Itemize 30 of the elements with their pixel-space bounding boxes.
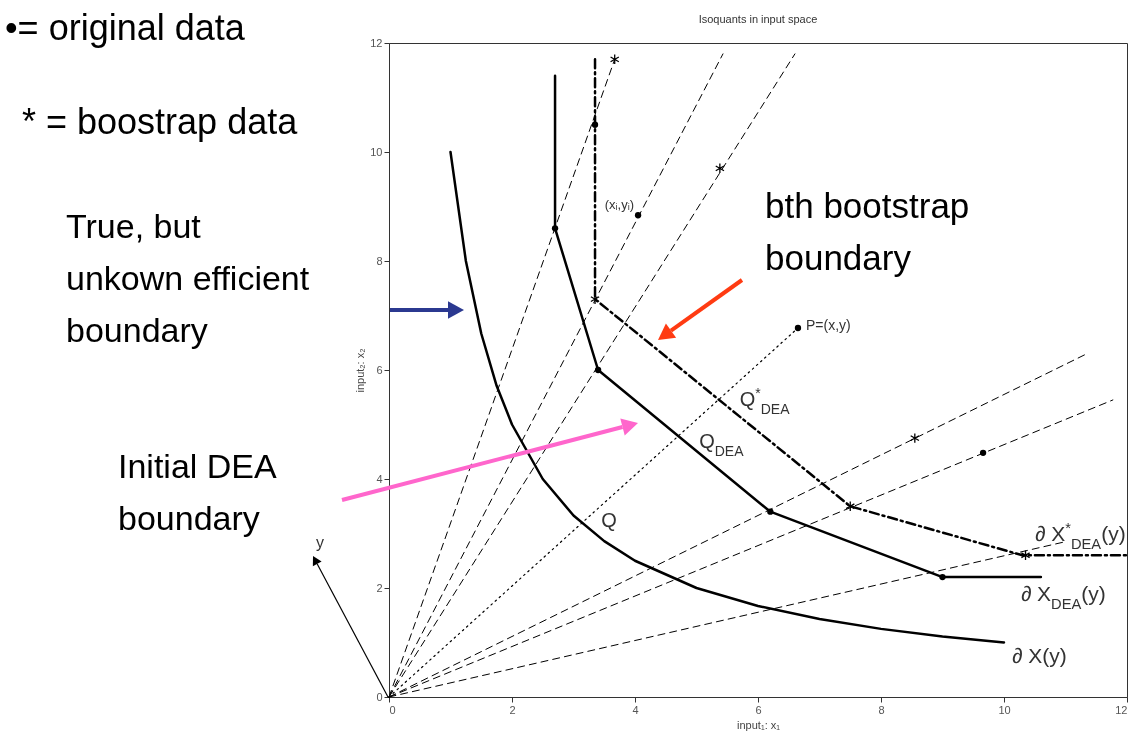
- text: y: [316, 534, 324, 551]
- y-tick-label: 10: [370, 145, 383, 158]
- text: Initial DEA boundary: [118, 446, 277, 539]
- text: •= original data: [5, 6, 245, 50]
- annotation: Q: [601, 508, 617, 531]
- series-label: ∂ X$_{DEA}$(y): [1020, 582, 1106, 613]
- x-axis-title: input₁: x₁: [737, 718, 781, 731]
- y-tick-label: 0: [376, 690, 383, 703]
- x-tick-label: 0: [389, 703, 396, 716]
- annotation: (xᵢ,yᵢ): [604, 197, 635, 213]
- annotation: Q$_{DEA}$: [699, 430, 745, 460]
- x-tick-label: 10: [998, 703, 1011, 716]
- y-tick-label: 6: [376, 363, 383, 376]
- x-tick-label: 4: [632, 703, 639, 716]
- x-tick-label: 12: [1115, 703, 1128, 716]
- text: True, but unkown efficient boundary: [66, 206, 310, 351]
- series-label: ∂ X$^{*}$$_{DEA}$(y): [1035, 520, 1126, 553]
- series-label: ∂ X(y): [1012, 643, 1067, 667]
- x-tick-label: 6: [755, 703, 762, 716]
- x-tick-label: 8: [878, 703, 885, 716]
- y-axis-title: input₂: x₂: [354, 348, 367, 393]
- y-tick-label: 12: [370, 36, 383, 49]
- y-tick-label: 4: [376, 472, 383, 485]
- x-tick-label: 2: [509, 703, 516, 716]
- y-tick-label: 8: [376, 254, 383, 267]
- text: * = boostrap data: [22, 100, 298, 144]
- y-tick-label: 2: [376, 581, 383, 594]
- annotation: P=(x,y): [805, 317, 851, 334]
- chart-title: Isoquants in input space: [698, 13, 818, 25]
- annotation: bth bootstrap boundary: [765, 185, 970, 279]
